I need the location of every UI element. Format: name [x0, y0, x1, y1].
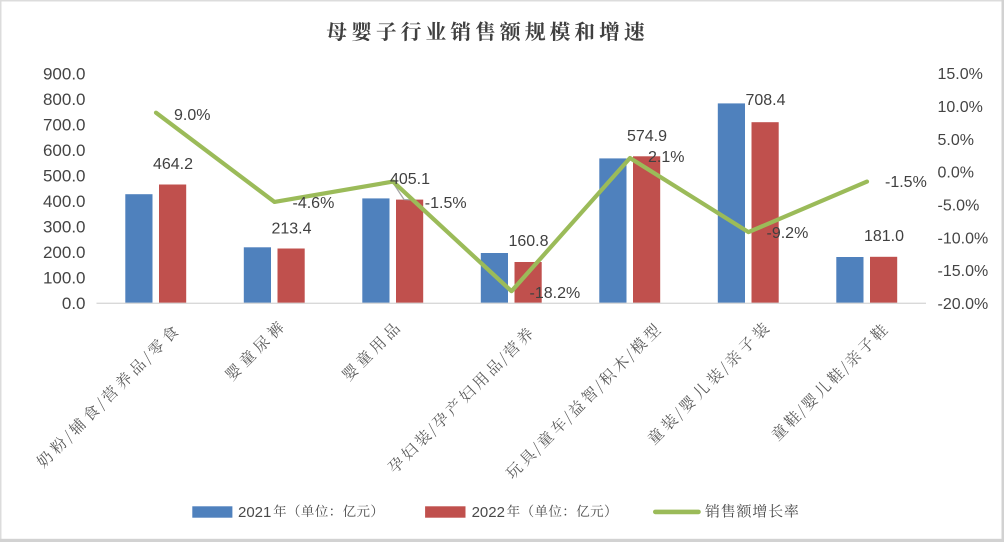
svg-text:405.1: 405.1: [390, 171, 430, 188]
svg-text:-15.0%: -15.0%: [938, 263, 989, 280]
svg-text:160.8: 160.8: [508, 233, 548, 250]
svg-text:5.0%: 5.0%: [938, 132, 974, 149]
svg-text:-5.0%: -5.0%: [938, 198, 980, 215]
svg-text:464.2: 464.2: [153, 156, 193, 173]
svg-text:900.0: 900.0: [43, 64, 86, 83]
svg-text:700.0: 700.0: [43, 115, 86, 134]
svg-text:800.0: 800.0: [43, 90, 86, 109]
svg-text:574.9: 574.9: [627, 128, 667, 145]
svg-text:2022: 2022: [472, 504, 505, 521]
svg-text:2.1%: 2.1%: [648, 149, 684, 166]
svg-text:-10.0%: -10.0%: [938, 230, 989, 247]
svg-text:400.0: 400.0: [43, 192, 86, 211]
svg-text:213.4: 213.4: [271, 220, 311, 237]
svg-text:-4.6%: -4.6%: [293, 195, 335, 212]
svg-text:500.0: 500.0: [43, 167, 86, 186]
svg-text:2021: 2021: [238, 504, 271, 521]
svg-text:708.4: 708.4: [745, 92, 785, 109]
svg-text:300.0: 300.0: [43, 218, 86, 237]
svg-text:-20.0%: -20.0%: [938, 296, 989, 313]
svg-text:10.0%: 10.0%: [938, 99, 983, 116]
svg-text:100.0: 100.0: [43, 269, 86, 288]
svg-text:0.0: 0.0: [62, 294, 86, 313]
svg-text:-1.5%: -1.5%: [425, 195, 467, 212]
svg-text:0.0%: 0.0%: [938, 165, 974, 182]
svg-text:-18.2%: -18.2%: [530, 285, 581, 302]
svg-text:600.0: 600.0: [43, 141, 86, 160]
svg-text:-1.5%: -1.5%: [885, 174, 927, 191]
svg-text:9.0%: 9.0%: [174, 107, 210, 124]
svg-text:181.0: 181.0: [864, 228, 904, 245]
svg-text:200.0: 200.0: [43, 243, 86, 262]
svg-text:-9.2%: -9.2%: [767, 225, 809, 242]
svg-text:15.0%: 15.0%: [938, 66, 983, 83]
